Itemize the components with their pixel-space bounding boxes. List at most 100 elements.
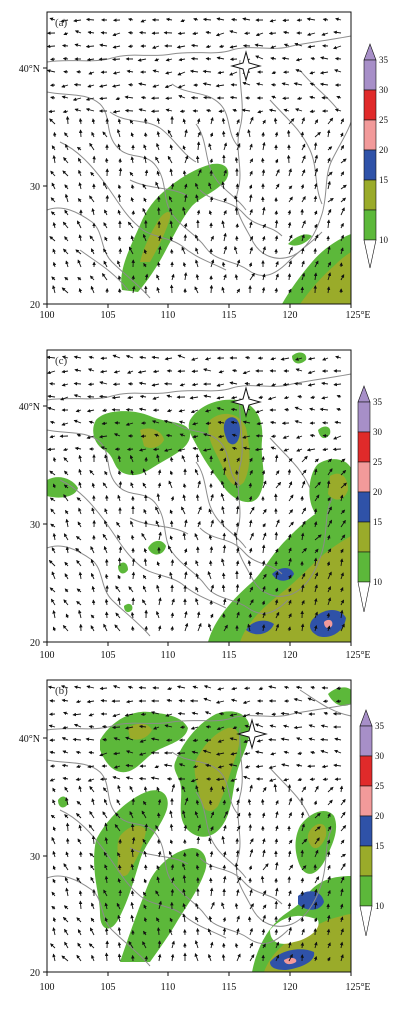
wind-arrow — [126, 111, 133, 112]
wind-arrow — [237, 184, 238, 189]
panel-label-c: (c) — [55, 355, 68, 367]
wind-arrow — [245, 383, 250, 384]
wind-arrow — [146, 956, 147, 961]
wind-arrow — [245, 688, 250, 689]
wind-arrow — [302, 918, 303, 922]
cbar-a-25: 25 — [379, 115, 389, 125]
panel-b: (b) 100 105 110 115 120 125°E 20 30 40°N — [19, 680, 385, 993]
wind-arrow — [103, 740, 107, 741]
wind-arrow — [132, 824, 133, 831]
y-tick-b-2: 40°N — [19, 734, 40, 745]
wind-arrow — [272, 436, 276, 437]
wind-arrow — [192, 371, 198, 372]
wind-arrow — [129, 33, 133, 34]
wind-arrow — [106, 159, 107, 164]
cbar-b-30: 30 — [375, 751, 385, 761]
wind-arrow — [237, 224, 238, 228]
wind-arrow — [139, 688, 146, 689]
wind-arrow — [211, 561, 212, 566]
y-tick-b-0: 20 — [30, 968, 40, 979]
cbar-c-20: 20 — [373, 487, 383, 497]
wind-arrow — [113, 59, 120, 60]
cbar-c-15: 15 — [373, 517, 383, 527]
cbar-b-25: 25 — [375, 781, 385, 791]
wind-arrow — [140, 778, 146, 779]
x-tick-c-4: 120 — [283, 650, 298, 661]
wind-arrow — [272, 714, 276, 715]
cbar-a-15: 15 — [379, 175, 389, 185]
x-tick-c-2: 110 — [161, 650, 176, 661]
cbar-b-20: 20 — [375, 811, 385, 821]
x-tick-a-2: 110 — [161, 310, 176, 321]
wind-arrow — [336, 58, 341, 59]
wind-arrow — [198, 929, 199, 935]
wind-arrow — [107, 928, 108, 935]
y-tick-a-0: 20 — [30, 300, 40, 311]
cbar-a-30: 30 — [379, 85, 389, 95]
wind-arrow — [181, 111, 186, 112]
panel-label-b: (b) — [55, 685, 68, 697]
y-tick-c-1: 30 — [30, 520, 40, 531]
wind-arrow — [179, 701, 185, 702]
cbar-a-10: 10 — [379, 235, 389, 245]
x-tick-b-4: 120 — [283, 982, 298, 993]
wind-arrow — [263, 158, 264, 163]
wind-arrow — [172, 285, 173, 293]
wind-arrow — [302, 891, 303, 896]
wind-arrow — [250, 614, 251, 618]
wind-arrow — [74, 383, 81, 384]
x-tick-c-1: 105 — [101, 650, 116, 661]
wind-arrow — [276, 288, 277, 293]
y-tick-c-2: 40°N — [19, 402, 40, 413]
wind-arrow — [107, 612, 108, 618]
wind-arrow — [172, 250, 173, 254]
wind-arrow — [119, 289, 120, 293]
wind-arrow — [128, 449, 133, 450]
wind-arrow — [146, 865, 147, 870]
cbar-a-20: 20 — [379, 145, 389, 155]
wind-arrow — [283, 20, 289, 21]
wind-arrow — [89, 384, 94, 385]
wind-arrow — [47, 46, 55, 47]
wind-arrow — [67, 823, 68, 831]
wind-arrow — [250, 813, 251, 819]
wind-arrow — [289, 131, 290, 138]
x-tick-a-3: 115 — [222, 310, 237, 321]
wind-arrow — [158, 262, 159, 267]
cbar-c-25: 25 — [373, 457, 383, 467]
wind-arrow — [270, 33, 277, 34]
wind-arrow — [172, 521, 173, 527]
wind-arrow — [245, 33, 250, 34]
wind-arrow — [321, 739, 328, 740]
x-tick-a-4: 120 — [283, 310, 298, 321]
wind-arrow — [120, 558, 121, 566]
wind-arrow — [51, 59, 55, 60]
x-tick-a-1: 105 — [101, 310, 116, 321]
wind-arrow — [132, 627, 133, 631]
wind-arrow — [198, 837, 199, 844]
x-tick-a-0: 100 — [40, 310, 55, 321]
wind-arrow — [324, 701, 328, 702]
wind-arrow — [103, 726, 107, 727]
wind-arrow — [119, 865, 120, 870]
wind-arrow — [217, 779, 224, 780]
wind-arrow — [63, 45, 68, 46]
wind-arrow — [211, 787, 212, 792]
wind-arrow — [237, 497, 238, 501]
wind-arrow — [133, 276, 134, 280]
wind-arrow — [197, 156, 198, 163]
wind-arrow — [220, 714, 224, 715]
cbar-c-35: 35 — [373, 397, 383, 407]
wind-arrow — [285, 409, 289, 410]
cbar-b-35: 35 — [375, 721, 385, 731]
wind-arrow — [337, 688, 341, 689]
wind-arrow — [159, 840, 160, 844]
wind-arrow — [48, 449, 55, 450]
y-tick-c-0: 20 — [30, 638, 40, 649]
wind-arrow — [140, 32, 146, 33]
wind-arrow — [145, 119, 146, 124]
panel-c: (c) 100 105 110 115 120 125°E 20 30 40°N — [19, 350, 383, 661]
wind-arrow — [178, 713, 185, 714]
wind-arrow — [158, 813, 159, 818]
x-tick-c-5: 125°E — [345, 650, 370, 661]
